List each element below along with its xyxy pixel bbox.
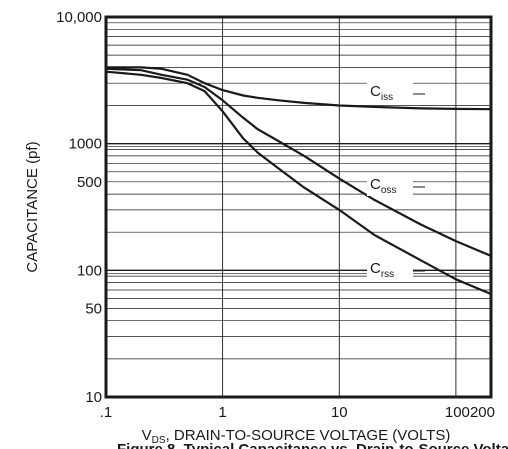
series-label-iss: Ciss [370,83,393,103]
x-axis-title: VDS, DRAIN-TO-SOURCE VOLTAGE (VOLTS) [142,427,451,446]
x-tick-label: .1 [100,404,113,421]
y-tick-label: 100 [77,262,102,279]
series-label-bg [367,174,413,196]
plot-frame [104,15,493,399]
y-tick-label: 10,000 [56,9,102,26]
x-tick-label: 100 [445,404,470,421]
series-line-rss [105,70,492,296]
series-line-oss [105,67,492,257]
y-tick-label: 500 [77,174,102,191]
series-labels: Ciss Coss Crss [367,81,425,280]
y-tick-label: 10 [85,389,102,406]
x-axis-title-sub: DS [152,435,166,446]
series-label-bg [367,81,413,103]
x-axis-title-prefix: V [142,427,152,444]
x-axis-title-rest: , DRAIN-TO-SOURCE VOLTAGE (VOLTS) [166,427,451,444]
x-tick-label: 1 [218,404,226,421]
series-label-bg [367,258,413,280]
series-label-rss: Crss [370,260,394,280]
series-curves [105,66,492,296]
y-tick-labels: 10 50 100 500 1000 10,000 [56,9,102,406]
x-tick-label: 10 [331,404,348,421]
y-axis-title: CAPACITANCE (pf) [24,141,41,272]
grid-lines [106,17,491,397]
x-tick-labels: .1 1 10 100 200 [100,404,495,421]
series-label-oss: Coss [370,176,396,196]
series-line-iss [106,66,492,111]
x-tick-label: 200 [470,404,495,421]
y-tick-label: 1000 [69,136,102,153]
figure-caption: Figure 8. Typical Capacitance vs. Drain-… [117,441,508,449]
y-tick-label: 50 [85,301,102,318]
